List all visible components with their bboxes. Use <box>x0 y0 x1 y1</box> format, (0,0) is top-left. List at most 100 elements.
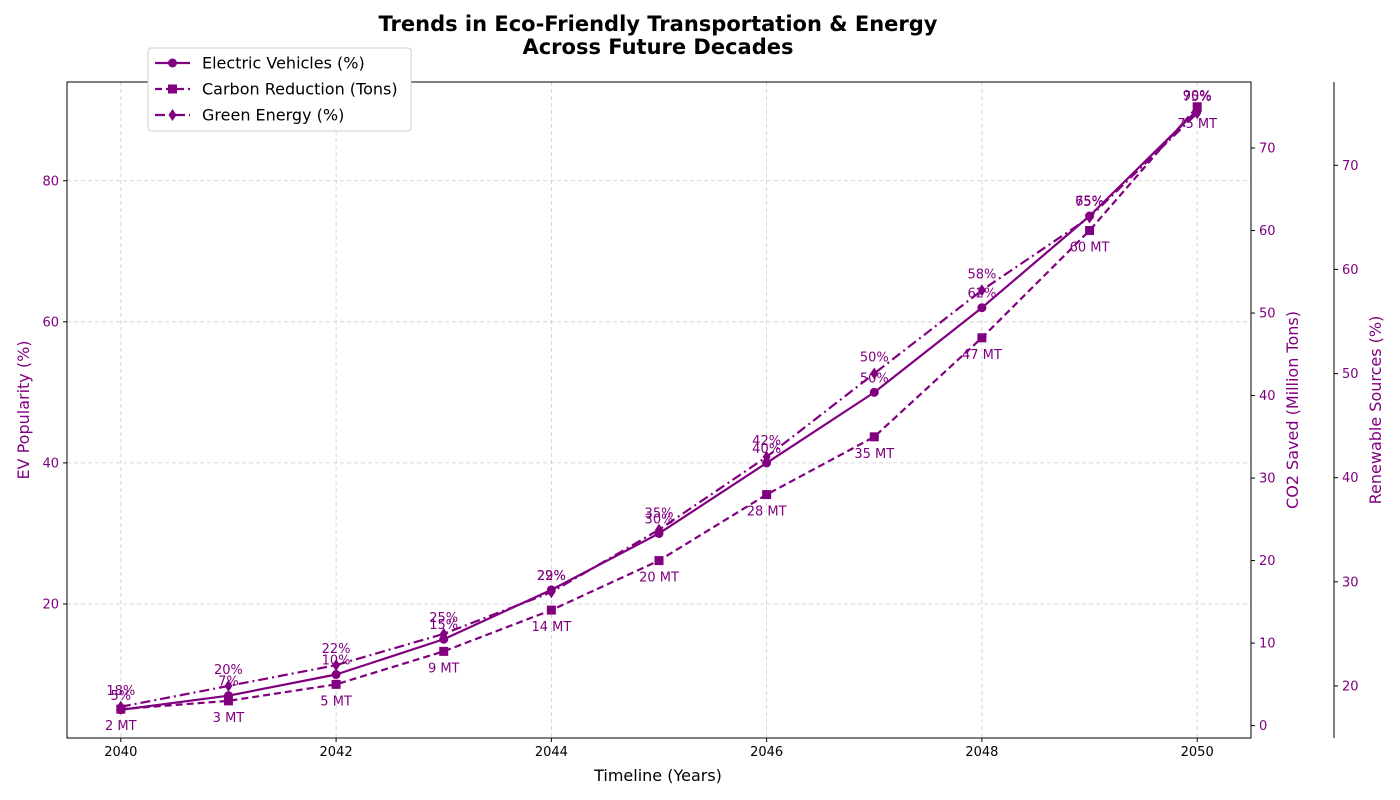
series-1-data-label: 7% <box>218 675 239 690</box>
y-right1-tick-label: 70 <box>1259 142 1276 157</box>
y-right1-tick-label: 50 <box>1259 307 1276 322</box>
series-1-data-label: 30% <box>645 512 674 527</box>
y-right2-tick-label: 30 <box>1342 575 1359 590</box>
y-right1-tick-label: 10 <box>1259 637 1276 652</box>
series-2-point <box>1085 226 1095 236</box>
series-3-point <box>116 700 125 713</box>
series-3-data-label: 25% <box>429 611 458 626</box>
legend-label-2: Carbon Reduction (Tons) <box>202 80 398 99</box>
x-tick-label: 2050 <box>1181 745 1214 760</box>
series-3-data-label: 50% <box>860 351 889 366</box>
series-line-2 <box>120 106 1199 711</box>
series-1-point <box>331 670 341 680</box>
chart-title-line1: Trends in Eco-Friendly Transportation & … <box>379 12 938 36</box>
series-1-data-label: 75% <box>1075 195 1104 210</box>
y-right2-tick-label: 20 <box>1342 679 1359 694</box>
legend-box <box>147 47 412 132</box>
series-2-point <box>439 646 449 656</box>
series-1-point <box>977 303 987 313</box>
y-right2-tick-label: 70 <box>1342 159 1359 174</box>
y-right2-tick-label: 50 <box>1342 367 1359 382</box>
y-right1-tick-label: 30 <box>1259 472 1276 487</box>
legend-marker-2 <box>168 84 177 94</box>
y-axis-right2-label: Renewable Sources (%) <box>1366 316 1385 505</box>
series-1-data-label: 62% <box>967 287 996 302</box>
x-tick-label: 2044 <box>535 745 568 760</box>
y-left-tick-label: 20 <box>42 597 59 612</box>
axes: 2040 2042 2044 2046 2048 20502040608001020304… <box>42 81 1359 760</box>
series-1-data-label: 50% <box>860 371 889 386</box>
series-layer <box>116 102 1202 715</box>
series-3-point <box>870 367 879 380</box>
x-axis-label: Timeline (Years) <box>593 766 722 785</box>
series-2-data-label: 5 MT <box>320 694 352 709</box>
series-3-data-label: 35% <box>645 507 674 522</box>
data-labels: 5%7%10%15%22%30%40%50%62%75%90%2 MT3 MT5… <box>105 89 1217 734</box>
y-right2-tick-label: 60 <box>1342 263 1359 278</box>
series-2-point <box>331 679 341 689</box>
series-3-data-label: 75% <box>1183 90 1212 105</box>
series-2-point <box>869 432 879 442</box>
x-tick-label: 2046 <box>750 745 783 760</box>
y-left-tick-label: 60 <box>42 315 59 330</box>
series-3-data-label: 42% <box>752 434 781 449</box>
series-2-data-label: 75 MT <box>1177 117 1217 132</box>
y-axis-left-label: EV Popularity (%) <box>14 340 33 479</box>
series-line-3 <box>120 112 1198 708</box>
series-1-point <box>762 458 772 468</box>
series-1-data-label: 22% <box>537 569 566 584</box>
x-tick-label: 2048 <box>965 745 998 760</box>
series-2-point <box>654 556 664 566</box>
series-1-data-label: 15% <box>429 618 458 633</box>
series-2-data-label: 20 MT <box>639 571 679 586</box>
series-3-point <box>977 284 986 297</box>
series-3-point <box>332 659 341 672</box>
series-3-point <box>1193 107 1202 120</box>
series-2-data-label: 2 MT <box>105 719 137 734</box>
y-left-tick-label: 40 <box>42 456 59 471</box>
y-right1-tick-label: 60 <box>1259 224 1276 239</box>
series-1-data-label: 40% <box>752 442 781 457</box>
series-2-data-label: 28 MT <box>747 505 787 520</box>
x-tick-label: 2042 <box>320 745 353 760</box>
y-axis-right1-label: CO2 Saved (Million Tons) <box>1283 311 1302 509</box>
series-3-point <box>439 627 448 640</box>
series-2-point <box>1192 102 1202 112</box>
legend-marker-3 <box>168 109 177 121</box>
grid <box>67 82 1251 738</box>
series-1-data-label: 10% <box>322 654 351 669</box>
series-2-data-label: 35 MT <box>854 447 894 462</box>
series-2-data-label: 14 MT <box>531 620 571 635</box>
legend: Electric Vehicles (%) Carbon Reduction (T… <box>147 47 412 132</box>
chart-title-line2: Across Future Decades <box>522 35 793 59</box>
y-right1-tick-label: 40 <box>1259 389 1276 404</box>
series-3-point <box>1085 211 1094 224</box>
series-2-point <box>977 333 987 343</box>
series-2-point <box>546 605 556 615</box>
series-3-data-label: 22% <box>322 642 351 657</box>
series-3-data-label: 65% <box>1075 194 1104 209</box>
series-1-point <box>869 387 879 397</box>
series-3-point <box>762 450 771 463</box>
series-3-point <box>547 586 556 599</box>
y-right1-tick-label: 20 <box>1259 554 1276 569</box>
y-left-tick-label: 80 <box>42 174 59 189</box>
series-2-point <box>223 696 233 706</box>
series-3-data-label: 18% <box>106 684 135 699</box>
legend-label-3: Green Energy (%) <box>202 106 344 125</box>
series-2-data-label: 3 MT <box>213 711 245 726</box>
series-3-data-label: 29% <box>537 569 566 584</box>
series-3-point <box>655 523 663 536</box>
series-line-1 <box>120 109 1198 711</box>
y-right2-tick-label: 40 <box>1342 471 1359 486</box>
x-tick-label: 2040 <box>104 745 137 760</box>
plot-frame <box>66 81 1252 739</box>
series-2-data-label: 47 MT <box>962 348 1002 363</box>
series-2-point <box>762 490 772 500</box>
legend-label-1: Electric Vehicles (%) <box>202 54 365 73</box>
series-2-data-label: 60 MT <box>1070 241 1110 256</box>
series-2-data-label: 9 MT <box>428 661 460 676</box>
series-3-data-label: 20% <box>214 663 243 678</box>
legend-marker-1 <box>168 58 177 68</box>
